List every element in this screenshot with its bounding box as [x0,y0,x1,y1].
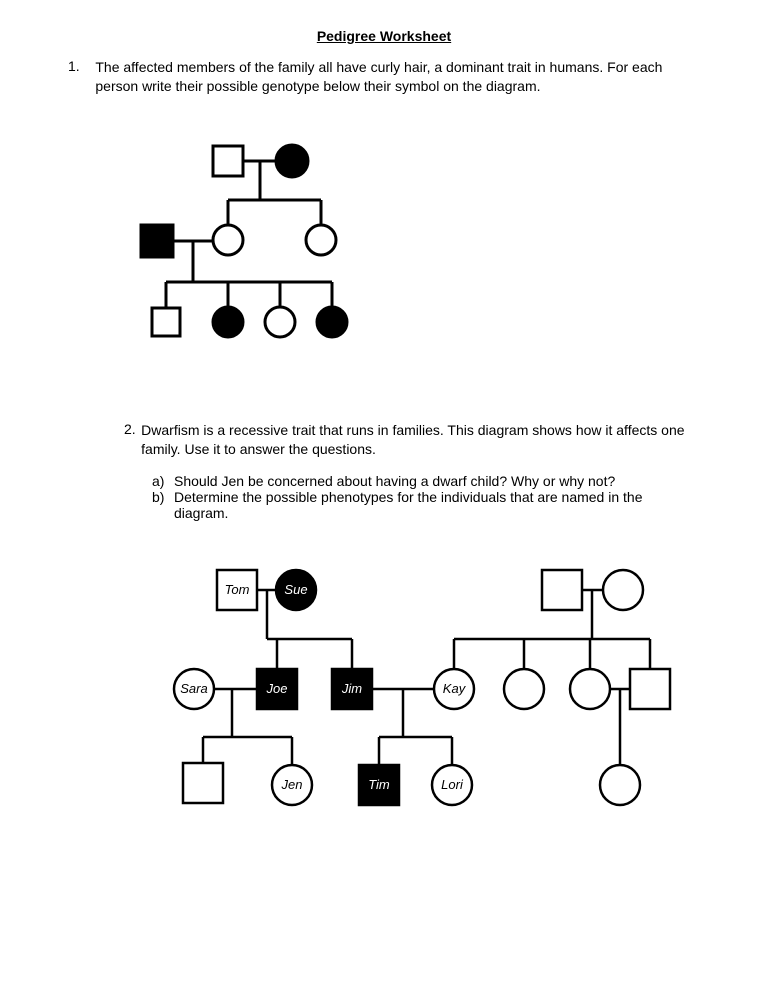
pedigree-node-g2m2 [630,669,670,709]
pedigree-diagram-2: Tom Sue Sara Joe Jim Kay Jen Tim Lori [162,553,700,818]
pedigree-node-g1mR [542,570,582,610]
q2-text: Dwarfism is a recessive trait that runs … [141,421,700,459]
pedigree-node-g2f2 [504,669,544,709]
question-1: 1. The affected members of the family al… [68,58,700,96]
q2b-label: b) [152,489,174,521]
pedigree-label-jim: Jim [341,681,362,696]
pedigree-node-g3m [152,308,180,336]
pedigree-node-g1m [213,146,243,176]
q1-text: The affected members of the family all h… [95,58,700,96]
pedigree-node-g2fL [213,225,243,255]
page-title: Pedigree Worksheet [68,28,700,44]
pedigree-label-tom: Tom [225,582,250,597]
pedigree-label-sara: Sara [180,681,207,696]
pedigree-node-g2fR [306,225,336,255]
pedigree-label-joe: Joe [266,681,288,696]
pedigree-node-g2f3 [570,669,610,709]
question-2: 2. Dwarfism is a recessive trait that ru… [124,421,700,521]
pedigree-label-jen: Jen [281,777,303,792]
q1-number: 1. [68,58,95,96]
pedigree-node-g2mL [141,225,173,257]
q2a-text: Should Jen be concerned about having a d… [174,473,615,489]
pedigree-node-g1fR [603,570,643,610]
pedigree-diagram-1 [128,130,700,365]
pedigree-label-lori: Lori [441,777,464,792]
pedigree-node-g3f1 [213,307,243,337]
pedigree-node-g3f2 [265,307,295,337]
q2a-label: a) [152,473,174,489]
worksheet-page: Pedigree Worksheet 1. The affected membe… [0,0,768,994]
pedigree-node-g3m1 [183,763,223,803]
pedigree-label-sue: Sue [284,582,307,597]
pedigree-node-g3f3 [317,307,347,337]
pedigree-node-g3fR [600,765,640,805]
pedigree-node-g1f [276,145,308,177]
pedigree-label-tim: Tim [368,777,390,792]
pedigree-label-kay: Kay [443,681,467,696]
q2b-text: Determine the possible phenotypes for th… [174,489,700,521]
q2-number: 2. [124,421,141,459]
